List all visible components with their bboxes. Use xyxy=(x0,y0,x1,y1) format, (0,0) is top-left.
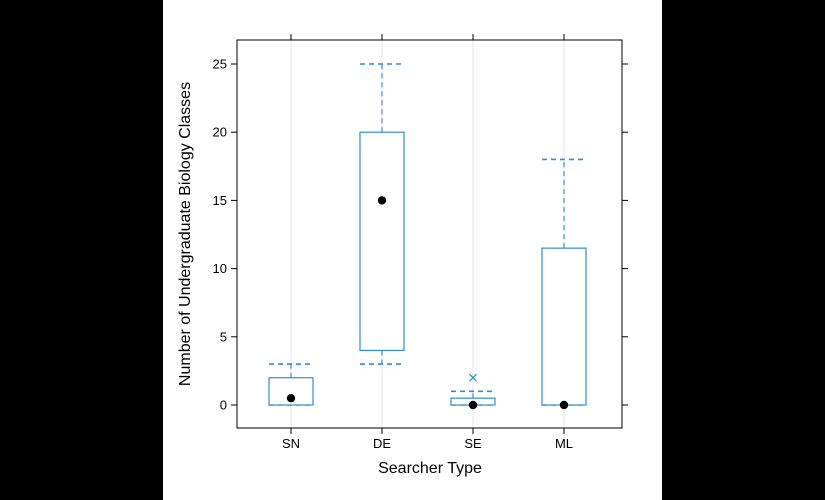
box-sn xyxy=(268,363,314,406)
median-dot-se xyxy=(468,400,478,410)
x-axis-title: Searcher Type xyxy=(378,460,482,477)
box-ml xyxy=(541,158,587,410)
plot-background xyxy=(163,0,662,500)
outlier-se-0 xyxy=(469,373,477,382)
x-tick-label-ml: ML xyxy=(555,436,573,451)
x-tick-label-de: DE xyxy=(373,436,391,451)
box-de xyxy=(359,63,405,365)
outlier-stroke-b xyxy=(469,373,477,382)
y-tick-label-0: 0 xyxy=(220,398,227,413)
median-dot-ml xyxy=(559,400,569,410)
y-axis-title: Number of Undergraduate Biology Classes xyxy=(177,82,194,386)
y-tick-label-10: 10 xyxy=(213,261,227,276)
y-tick-label-25: 25 xyxy=(213,57,227,72)
box-iqr-ml xyxy=(541,247,587,406)
y-tick-label-5: 5 xyxy=(220,329,227,344)
axis-ticks: 0 5 10 15 20 25 SN DE SE ML xyxy=(213,34,628,451)
box-iqr-de xyxy=(359,131,405,352)
median-dot-sn xyxy=(286,393,296,403)
box-se xyxy=(450,373,496,410)
box-series xyxy=(268,63,587,410)
x-tick-label-se: SE xyxy=(464,436,482,451)
y-tick-label-20: 20 xyxy=(213,125,227,140)
median-dot-de xyxy=(377,196,387,205)
y-tick-label-15: 15 xyxy=(213,193,227,208)
x-tick-label-sn: SN xyxy=(282,436,300,451)
plot-frame xyxy=(236,39,623,429)
